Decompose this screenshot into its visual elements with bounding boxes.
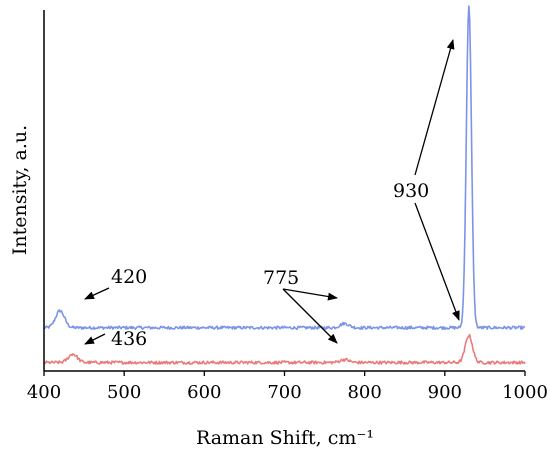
arrow-930-red [414, 202, 460, 321]
arrow-930-blue [414, 39, 455, 176]
x-tick-label: 800 [347, 382, 381, 403]
annotation-775: 775 [263, 267, 299, 289]
arrow-436 [84, 333, 106, 345]
x-axis-title: Raman Shift, cm⁻¹ [196, 427, 374, 449]
series-layer [43, 5, 526, 365]
x-tick-label: 700 [267, 382, 301, 403]
x-tick-label: 900 [428, 382, 462, 403]
annotation-436: 436 [111, 328, 147, 350]
y-axis-title: Intensity, a.u. [9, 125, 31, 255]
annotation-420: 420 [111, 266, 147, 288]
x-ticks: 400 500 600 700 800 900 1000 [27, 371, 548, 403]
arrow-775-red [282, 288, 338, 344]
x-tick-label: 1000 [502, 382, 548, 403]
series-line-1 [43, 333, 526, 365]
x-tick-label: 400 [27, 382, 61, 403]
series-line-0 [43, 5, 526, 330]
x-tick-label: 600 [187, 382, 221, 403]
annotation-930: 930 [393, 180, 429, 202]
x-tick-label: 500 [107, 382, 141, 403]
arrow-420 [84, 287, 110, 300]
arrow-775-blue [282, 288, 338, 301]
